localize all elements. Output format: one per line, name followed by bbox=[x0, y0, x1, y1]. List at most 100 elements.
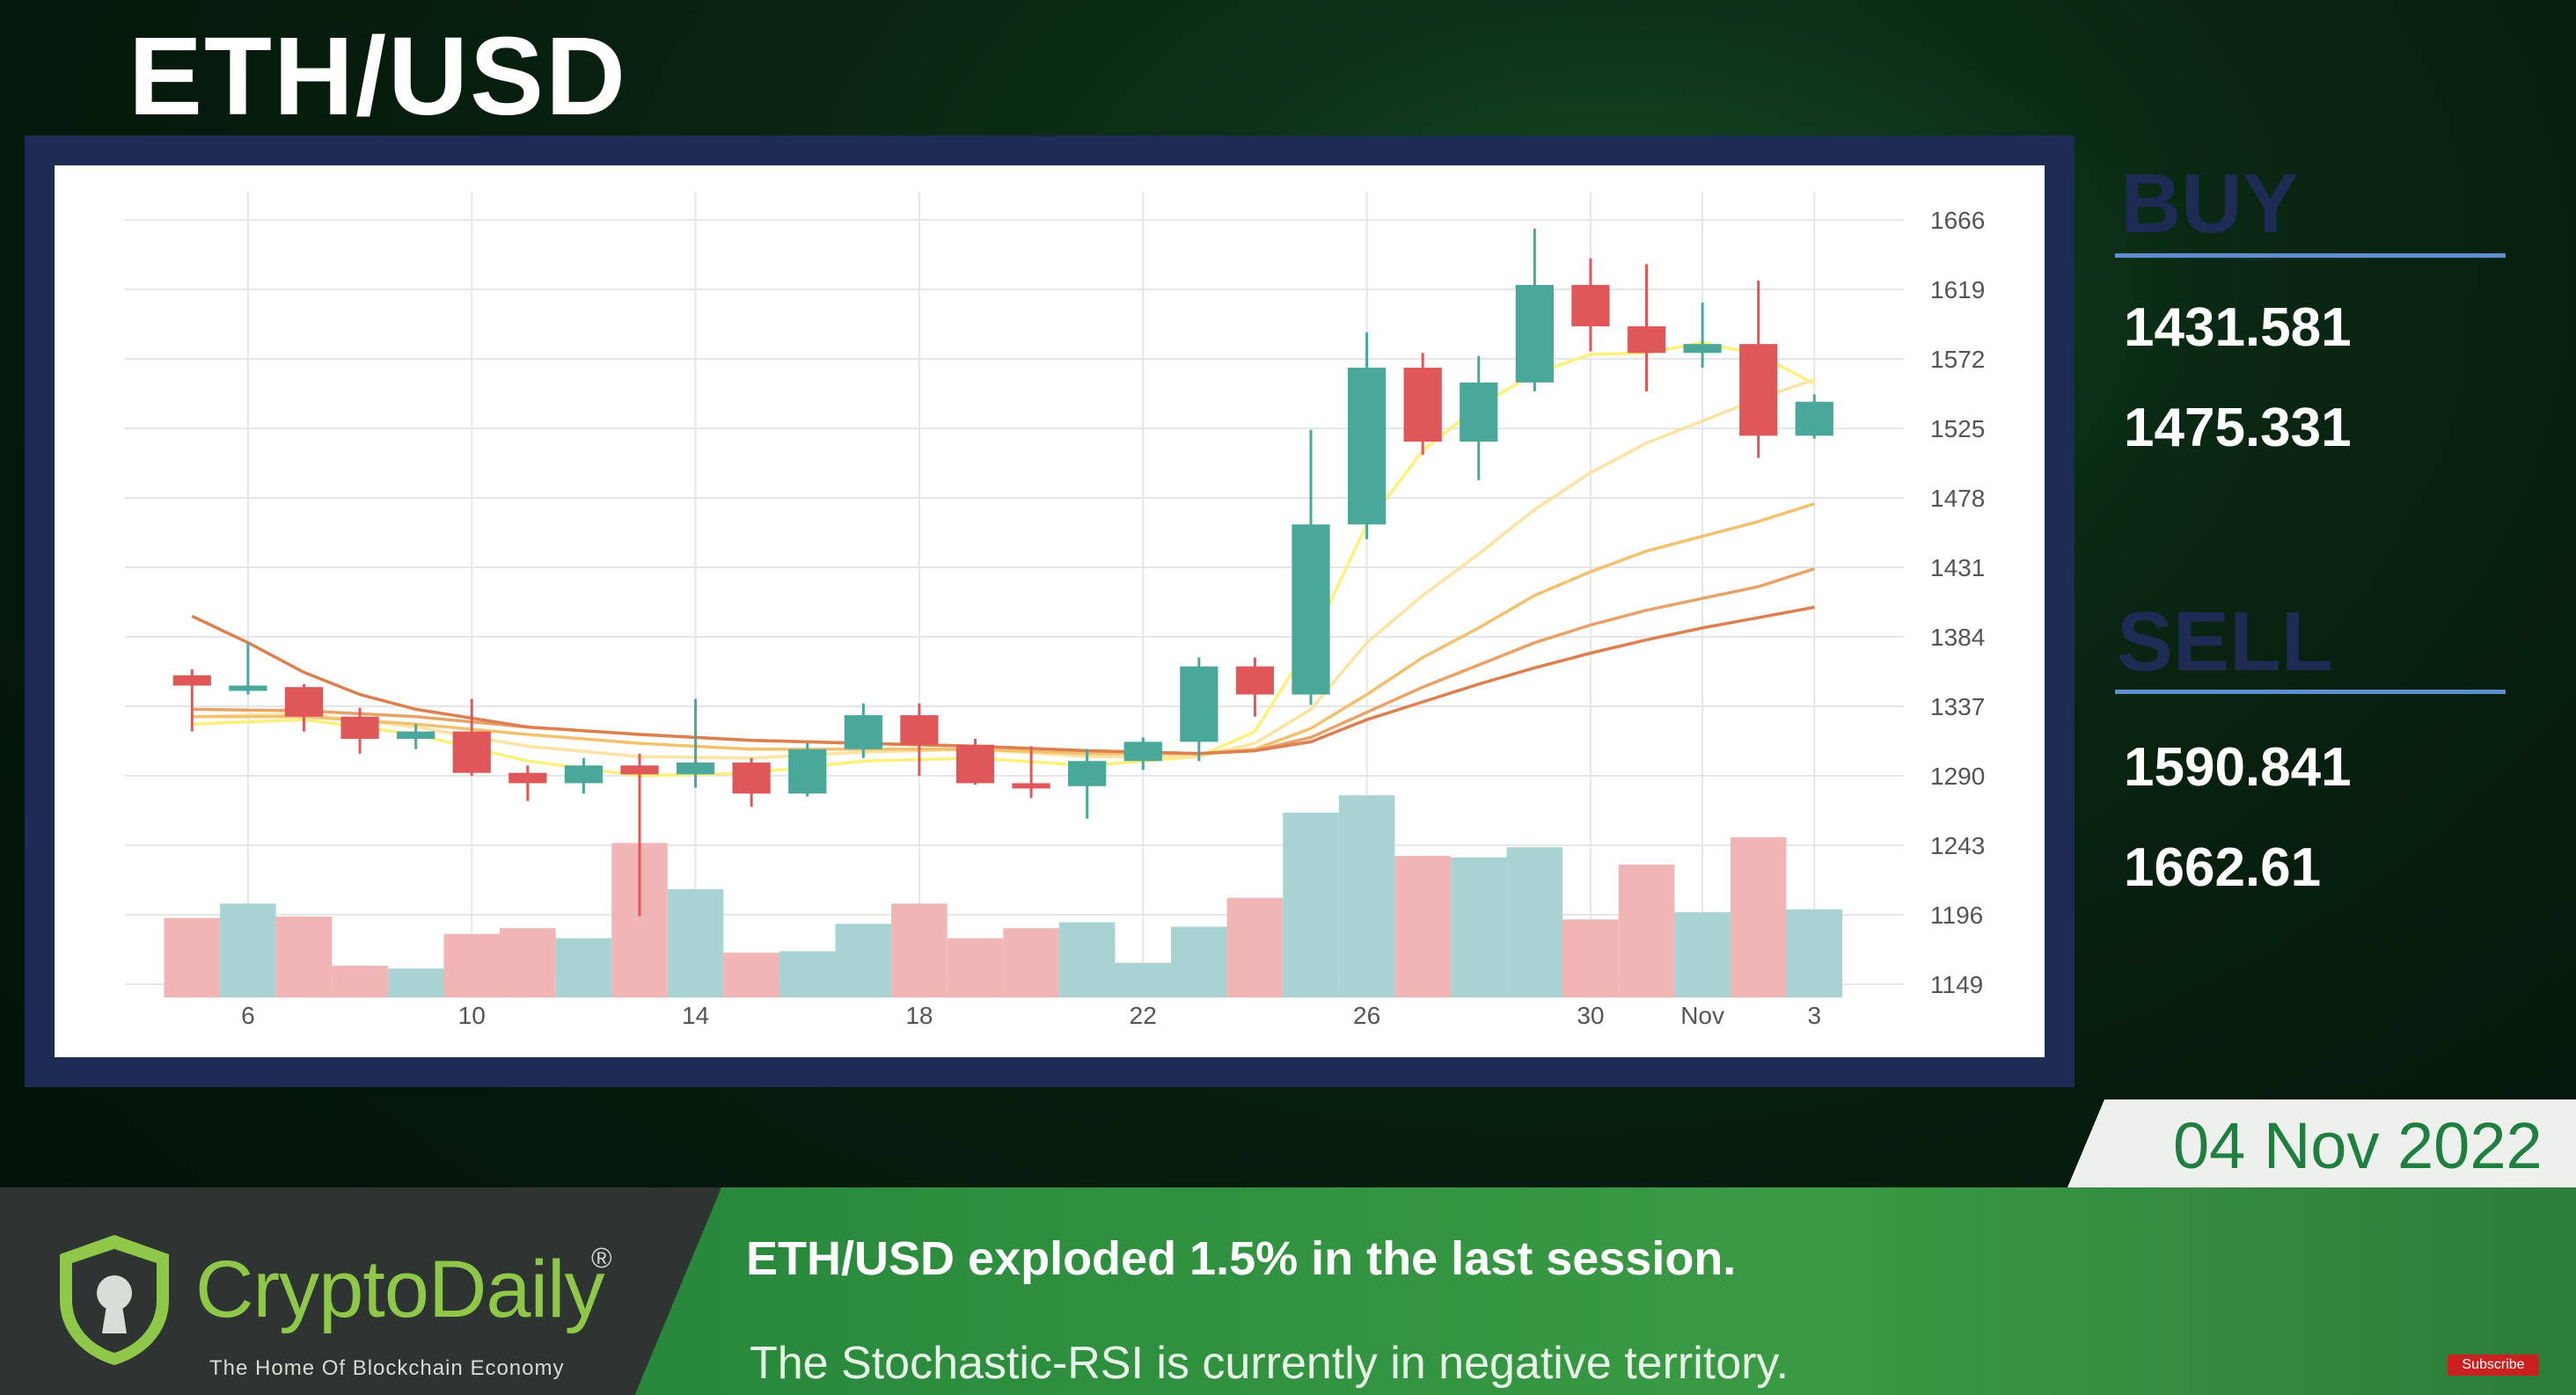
moving-average-line bbox=[192, 502, 1815, 756]
volume-bar bbox=[1674, 912, 1731, 997]
volume-bar bbox=[1283, 812, 1339, 997]
candle-body bbox=[1571, 284, 1610, 326]
volume-bar bbox=[947, 938, 1004, 997]
ticker-subline: The Stochastic-RSI is currently in negat… bbox=[750, 1338, 1789, 1389]
date-label: 04 Nov 2022 bbox=[2173, 1109, 2543, 1182]
buy-value-2: 1475.331 bbox=[2124, 398, 2352, 458]
sell-value-2: 1662.61 bbox=[2124, 837, 2322, 898]
candle-body bbox=[509, 772, 547, 784]
volume-bar bbox=[275, 917, 333, 997]
volume-bar bbox=[1562, 919, 1619, 997]
candle-body bbox=[172, 675, 211, 686]
candle-body bbox=[397, 731, 435, 740]
volume-bar bbox=[667, 888, 724, 997]
volume-bar bbox=[779, 951, 836, 997]
candle-body bbox=[1347, 368, 1387, 525]
x-tick-label: 22 bbox=[1130, 1002, 1157, 1029]
volume-bar bbox=[1450, 857, 1507, 997]
sell-heading: SELL bbox=[2117, 595, 2333, 689]
candle-body bbox=[1627, 325, 1666, 354]
volume-bar bbox=[1506, 847, 1563, 997]
y-tick-label: 1196 bbox=[1930, 902, 1983, 929]
candle-body bbox=[564, 765, 604, 784]
y-axis-labels: 1149 1196 1243 1290 1337 1384 1431 1478 1525 1572… bbox=[1930, 207, 1985, 998]
volume-bar bbox=[1338, 795, 1395, 997]
candlestick-chart: 1149 1196 1243 1290 1337 1384 1431 1478 1525 1572… bbox=[125, 192, 1985, 1029]
volume-bar bbox=[220, 903, 276, 997]
buy-underline bbox=[2115, 253, 2506, 258]
volume-bar bbox=[1394, 856, 1451, 997]
candle-body bbox=[844, 715, 882, 749]
y-tick-label: 1619 bbox=[1930, 276, 1985, 303]
candle-body bbox=[732, 762, 771, 794]
volume-bar bbox=[891, 903, 948, 997]
candle-body bbox=[1012, 783, 1050, 789]
volume-bar bbox=[443, 933, 501, 997]
candle-body bbox=[229, 685, 267, 691]
x-tick-label: Nov bbox=[1680, 1002, 1724, 1029]
candle-body bbox=[1515, 284, 1554, 383]
candle-body bbox=[676, 762, 715, 775]
candle-body bbox=[788, 749, 827, 794]
candle-body bbox=[1460, 382, 1498, 442]
candle-body bbox=[452, 731, 491, 773]
volume-bar bbox=[500, 928, 556, 997]
shield-lock-icon bbox=[60, 1235, 169, 1365]
moving-average-line bbox=[192, 340, 1816, 778]
x-axis-labels: 6 10 14 18 22 26 30 Nov 3 bbox=[241, 1002, 1821, 1029]
y-tick-label: 1431 bbox=[1930, 554, 1985, 581]
volume-bar bbox=[555, 938, 612, 997]
x-tick-label: 3 bbox=[1807, 1002, 1821, 1029]
volume-bar bbox=[835, 924, 892, 997]
x-tick-label: 14 bbox=[682, 1002, 709, 1029]
y-tick-label: 1149 bbox=[1930, 971, 1983, 998]
y-tick-label: 1384 bbox=[1930, 624, 1985, 651]
candle-body bbox=[1403, 368, 1442, 442]
registered-mark: ® bbox=[591, 1242, 612, 1274]
volume-bar bbox=[387, 968, 444, 997]
candle-body bbox=[284, 687, 324, 717]
x-tick-label: 10 bbox=[458, 1002, 486, 1029]
candles bbox=[172, 229, 1833, 917]
chart-frame: 1149 1196 1243 1290 1337 1384 1431 1478 1525 1572… bbox=[25, 135, 2075, 1087]
x-tick-label: 18 bbox=[905, 1002, 933, 1029]
brand-name: CryptoDaily bbox=[195, 1245, 604, 1334]
volume-bar bbox=[1618, 864, 1675, 997]
y-tick-label: 1666 bbox=[1930, 207, 1985, 234]
candle-body bbox=[1068, 761, 1107, 786]
candle-body bbox=[1123, 741, 1162, 762]
y-tick-label: 1525 bbox=[1930, 415, 1985, 442]
moving-average-line bbox=[192, 377, 1815, 760]
buy-value-1: 1431.581 bbox=[2124, 297, 2352, 358]
y-tick-label: 1478 bbox=[1930, 485, 1985, 512]
candle-body bbox=[1683, 344, 1722, 354]
chart-panel: 1149 1196 1243 1290 1337 1384 1431 1478 1525 1572… bbox=[55, 165, 2045, 1057]
volume-bar bbox=[1115, 962, 1172, 997]
sell-underline bbox=[2115, 690, 2506, 694]
x-tick-label: 30 bbox=[1577, 1002, 1604, 1029]
volume-bar bbox=[1003, 928, 1059, 997]
buy-heading: BUY bbox=[2120, 157, 2299, 251]
volume-bar bbox=[164, 917, 221, 997]
brand-tagline: The Home Of Blockchain Economy bbox=[209, 1356, 565, 1380]
volume-bars bbox=[164, 795, 1843, 997]
candle-body bbox=[1739, 344, 1778, 436]
candle-body bbox=[1235, 666, 1275, 695]
date-box bbox=[2067, 1099, 2576, 1187]
page-title: ETH/USD bbox=[128, 14, 628, 138]
subscribe-button[interactable]: Subscribe bbox=[2448, 1355, 2539, 1376]
volume-bar bbox=[1058, 922, 1116, 997]
y-tick-label: 1337 bbox=[1930, 693, 1985, 720]
x-tick-label: 6 bbox=[241, 1002, 255, 1029]
volume-bar bbox=[332, 965, 388, 997]
moving-averages bbox=[191, 340, 1816, 778]
y-tick-label: 1290 bbox=[1930, 763, 1985, 790]
volume-bar bbox=[1730, 836, 1787, 997]
candle-body bbox=[340, 716, 379, 740]
volume-bar bbox=[723, 953, 779, 997]
x-tick-label: 26 bbox=[1353, 1002, 1380, 1029]
candle-body bbox=[900, 715, 939, 745]
y-tick-label: 1572 bbox=[1930, 346, 1985, 373]
volume-bar bbox=[1171, 926, 1227, 997]
candle-body bbox=[955, 744, 995, 784]
